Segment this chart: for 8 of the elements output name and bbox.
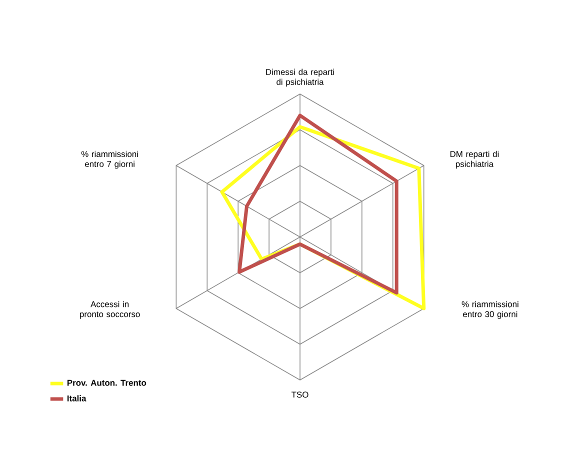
- spoke-label: % riammissioni entro 7 giorni: [81, 150, 138, 169]
- spoke-label: Accessi in pronto soccorso: [80, 300, 140, 319]
- spoke-label: TSO: [291, 392, 308, 398]
- spoke-label: Dimessi da reparti di psichiatria: [266, 68, 334, 87]
- spoke-label: % riammissioni entro 30 giorni: [462, 300, 518, 319]
- spoke-label: DM reparti di psichiatria: [450, 150, 499, 169]
- legend-label: Italia: [67, 395, 86, 402]
- legend-label: Prov. Auton. Trento: [67, 380, 146, 386]
